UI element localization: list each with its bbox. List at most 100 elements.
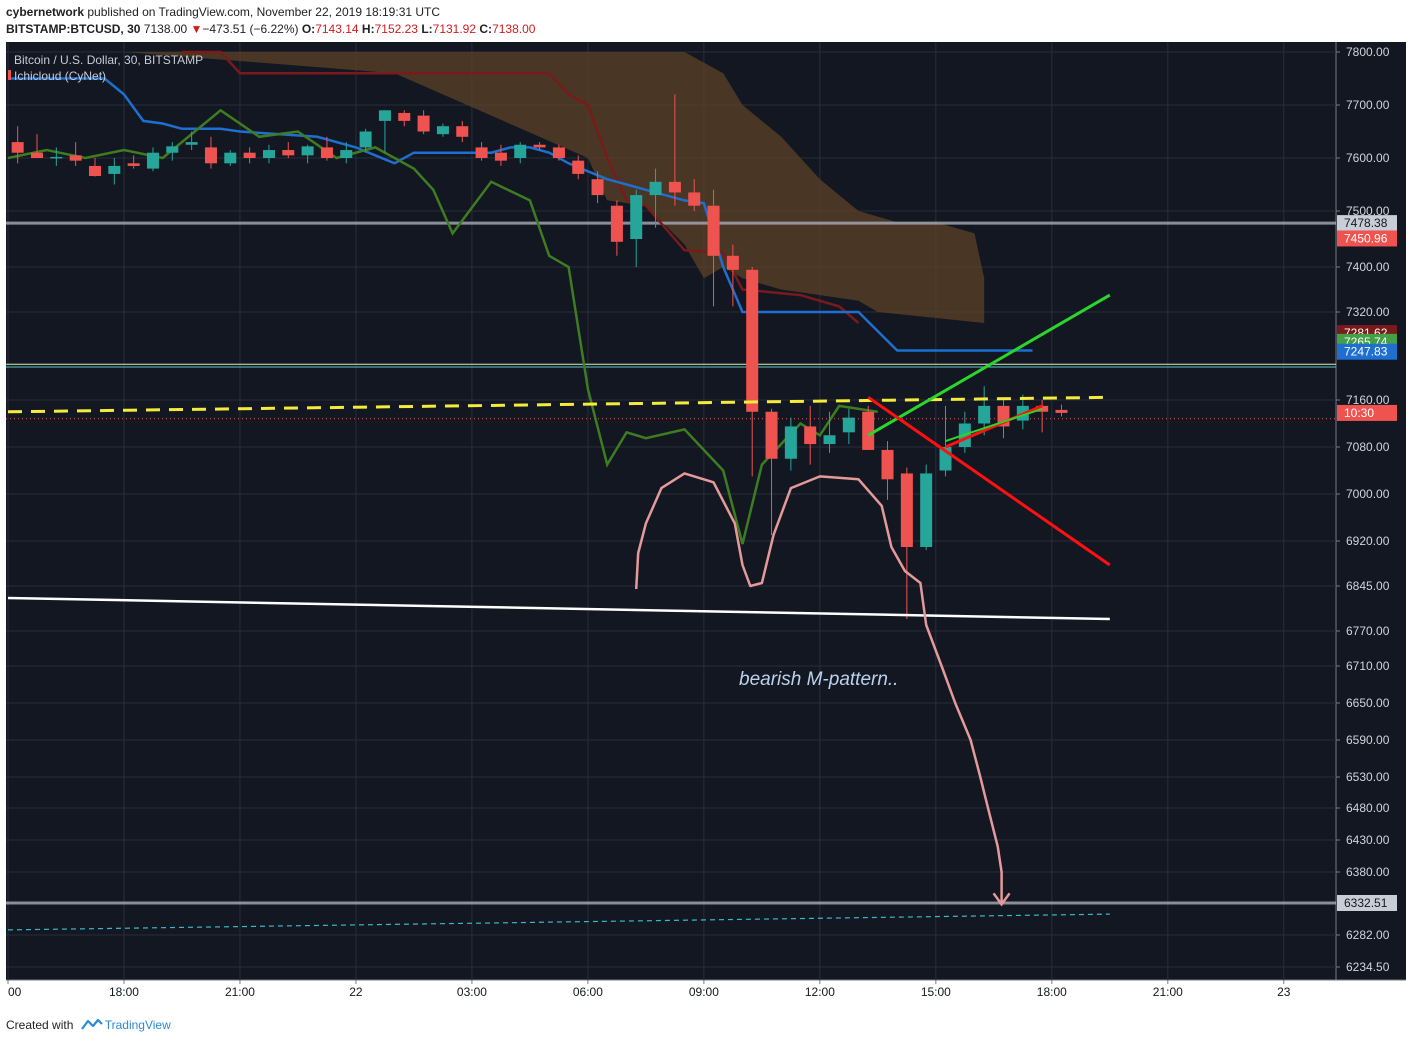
candle-body: [185, 142, 198, 145]
candle: [262, 144, 275, 164]
pattern-annotation[interactable]: bearish M-pattern..: [739, 669, 898, 690]
symbol-label: BITSTAMP:BTCUSD, 30: [6, 22, 141, 36]
candle: [127, 155, 140, 169]
arrow-down-icon[interactable]: [992, 892, 1011, 907]
price-label-text: 7478.38: [1344, 216, 1388, 230]
price-tick-label: 7400.00: [1346, 260, 1390, 274]
candle: [862, 405, 875, 450]
price-label-box: [1337, 404, 1397, 421]
publish-info: cybernetwork published on TradingView.co…: [6, 4, 1406, 21]
candle: [494, 144, 507, 166]
created-with-label: Created with: [6, 1018, 74, 1032]
candle: [88, 158, 101, 177]
open-value: 7143.14: [315, 22, 359, 36]
drawing-tools[interactable]: [7, 293, 1111, 931]
low-value: 7131.92: [432, 22, 477, 36]
candle: [552, 144, 565, 161]
author-name[interactable]: cybernetwork: [6, 5, 85, 19]
candle: [533, 142, 546, 151]
candle: [610, 200, 623, 256]
candle-body: [707, 205, 720, 256]
legend-indicator-color: [8, 70, 11, 80]
candle: [108, 158, 121, 185]
candle-body: [69, 155, 82, 161]
close-value: 7138.00: [492, 22, 536, 36]
candle-body: [50, 156, 63, 159]
candle-body: [514, 144, 527, 158]
price-axis-area[interactable]: [1336, 42, 1406, 980]
candle: [900, 467, 913, 619]
candle-body: [204, 147, 217, 164]
candle: [707, 189, 720, 307]
candle: [726, 244, 739, 307]
projected-path-line[interactable]: [634, 472, 1003, 904]
time-tick-label: 06:00: [573, 985, 603, 999]
candle: [146, 147, 159, 172]
price-tick-label: 6650.00: [1346, 696, 1390, 710]
price-label-box: [1337, 230, 1397, 247]
price-label-text: 7247.83: [1344, 345, 1388, 359]
candle: [340, 142, 353, 164]
candle-body: [649, 181, 662, 196]
price-tick-label: 6590.00: [1346, 733, 1390, 747]
candle-body: [862, 411, 875, 450]
price-label-text: 7450.96: [1344, 231, 1388, 245]
high-label: H:: [361, 22, 375, 36]
candlestick-series: [11, 94, 1068, 619]
rising-wedge-red[interactable]: [944, 404, 1043, 449]
time-tick-label: 00: [8, 985, 22, 999]
time-tick-label: 22: [349, 985, 363, 999]
candle: [920, 464, 933, 550]
price-tick-label: 7000.00: [1346, 487, 1390, 501]
candle-body: [243, 152, 256, 158]
price-label-box: [1337, 215, 1397, 232]
price-tick-label: 7080.00: [1346, 440, 1390, 454]
time-tick-label: 21:00: [225, 985, 255, 999]
candle: [204, 136, 217, 169]
bearish-projection-red[interactable]: [867, 396, 1111, 567]
candle-body: [320, 147, 333, 158]
kumo-cloud: [124, 52, 985, 323]
candle: [784, 417, 797, 471]
price-label-text: 10:30: [1344, 406, 1374, 420]
ohlc-bar: BITSTAMP:BTCUSD, 30 7138.00 ▼−473.51 (−6…: [6, 21, 1406, 38]
rising-wedge-green[interactable]: [945, 407, 1043, 443]
candle: [475, 142, 488, 161]
candle: [378, 110, 391, 153]
candle-body: [842, 417, 855, 433]
target-dashed-line[interactable]: [7, 913, 1110, 931]
candle-body: [726, 255, 739, 270]
candle-body: [630, 195, 643, 239]
candle: [572, 155, 585, 180]
candle-body: [475, 147, 488, 158]
time-tick-label: 12:00: [805, 985, 835, 999]
legend-indicator[interactable]: Ichicloud (CyNet): [14, 69, 106, 83]
candle-body: [494, 152, 507, 161]
price-label-box: [1337, 343, 1397, 360]
time-tick-label: 18:00: [1037, 985, 1067, 999]
price-tick-label: 6282.00: [1346, 928, 1390, 942]
candle-body: [11, 142, 24, 153]
time-tick-label: 21:00: [1153, 985, 1183, 999]
open-label: O:: [301, 22, 316, 36]
price-chart[interactable]: 7800.00 7700.00 7600.00 7500.00 7400.00 7320.…: [6, 42, 1406, 1008]
candle-body: [436, 126, 449, 135]
price-tick-label: 6480.00: [1346, 801, 1390, 815]
candle: [823, 411, 836, 453]
candle-body: [398, 112, 411, 121]
candle-body: [533, 144, 546, 148]
bullish-projection-green[interactable]: [867, 293, 1111, 437]
price-tick-label: 7500.00: [1346, 204, 1390, 218]
candle-body: [591, 179, 604, 196]
tradingview-brand[interactable]: TradingView: [104, 1018, 171, 1032]
candle-body: [784, 426, 797, 459]
horizontal-levels: [6, 221, 1336, 905]
candle: [320, 136, 333, 161]
candle: [688, 179, 701, 211]
candle-body: [920, 473, 933, 547]
tradingview-logo-icon: [80, 1016, 103, 1036]
price-tick-label: 6380.00: [1346, 865, 1390, 879]
candle: [50, 147, 63, 166]
neckline-support-white[interactable]: [7, 596, 1110, 621]
price-axis-labels: 7478.387450.967281.627265.747247.8310:30…: [1337, 215, 1397, 911]
